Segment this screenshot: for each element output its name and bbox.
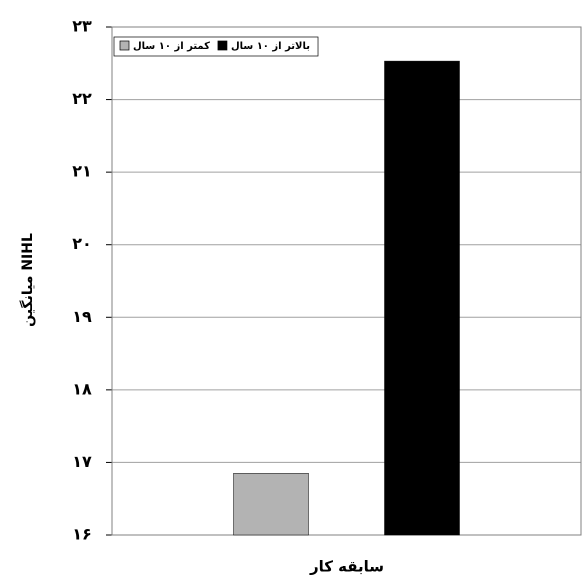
plot-frame bbox=[111, 26, 582, 536]
y-tick-label: ۱۸ bbox=[72, 379, 92, 398]
x-axis-label: سابقه کار bbox=[309, 558, 384, 576]
y-axis-label: میانگین NIHL bbox=[19, 233, 36, 327]
legend-box bbox=[113, 36, 319, 57]
y-tick-label: ۱۹ bbox=[72, 307, 92, 326]
y-tick-label: ۲۱ bbox=[72, 162, 92, 181]
bar bbox=[233, 473, 309, 536]
bar bbox=[384, 60, 460, 536]
legend-swatch bbox=[119, 40, 130, 51]
y-tick-label: ۲۳ bbox=[72, 17, 92, 36]
y-tick-label: ۱۶ bbox=[72, 525, 92, 544]
legend-label: بالاتر از ۱۰ سال bbox=[231, 41, 310, 52]
y-tick-label: ۲۲ bbox=[72, 89, 92, 108]
legend-swatch bbox=[217, 40, 228, 51]
y-tick-label: ۱۷ bbox=[72, 452, 92, 471]
legend-label: کمتر از ۱۰ سال bbox=[133, 41, 210, 52]
y-tick-label: ۲۰ bbox=[72, 234, 92, 253]
